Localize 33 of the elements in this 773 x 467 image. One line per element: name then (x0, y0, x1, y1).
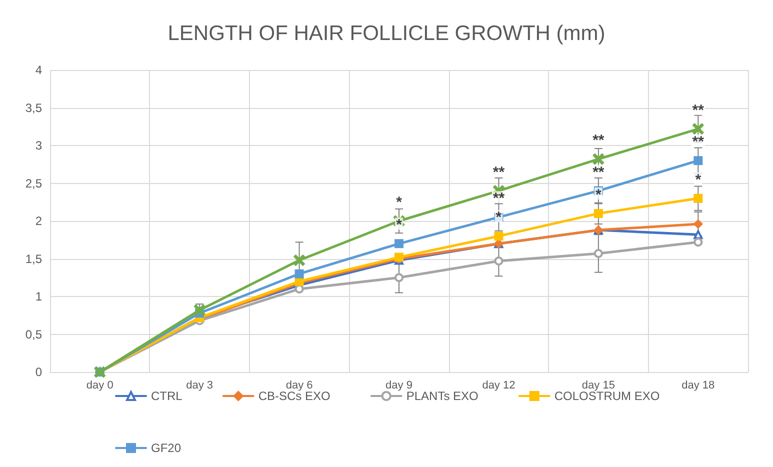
x-tick-label: day 12 (482, 380, 516, 392)
legend-label: GF20 (151, 441, 182, 455)
x-tick-label: day 6 (286, 380, 313, 392)
y-tick-label: 0,5 (25, 327, 42, 342)
legend-label: PLANTs EXO (406, 389, 478, 403)
annotation: ** (692, 134, 704, 151)
x-tick-label: day 18 (682, 380, 715, 392)
y-tick-label: 2 (35, 214, 42, 228)
legend-label: CB-SCs EXO (258, 389, 330, 403)
annotation: * (695, 171, 702, 188)
annotation: ** (692, 102, 704, 119)
annotation: * (596, 186, 602, 204)
annotation: ** (592, 164, 604, 181)
y-tick-label: 3 (35, 138, 42, 152)
legend-label: COLOSTRUM EXO (554, 389, 660, 403)
x-tick-label: day 9 (386, 380, 412, 392)
x-tick-label: day 0 (86, 380, 114, 392)
y-tick-label: 3,5 (25, 100, 42, 115)
annotation: ** (592, 132, 604, 150)
annotation: ** (492, 164, 505, 181)
annotation: * (496, 209, 502, 226)
annotation: ** (492, 190, 505, 208)
chart-title: LENGTH OF HAIR FOLLICLE GROWTH (mm) (168, 22, 606, 45)
y-tick-label: 0 (35, 365, 42, 379)
annotation: * (396, 216, 402, 234)
y-tick-label: 4 (35, 63, 42, 77)
y-tick-label: 2,5 (25, 176, 42, 190)
annotation: * (396, 194, 402, 211)
y-tick-label: 1 (35, 290, 42, 304)
x-tick-label: day 15 (582, 380, 615, 392)
x-tick-label: day 3 (186, 380, 214, 392)
y-tick-label: 1,5 (25, 252, 42, 266)
legend-label: CTRL (151, 389, 183, 403)
